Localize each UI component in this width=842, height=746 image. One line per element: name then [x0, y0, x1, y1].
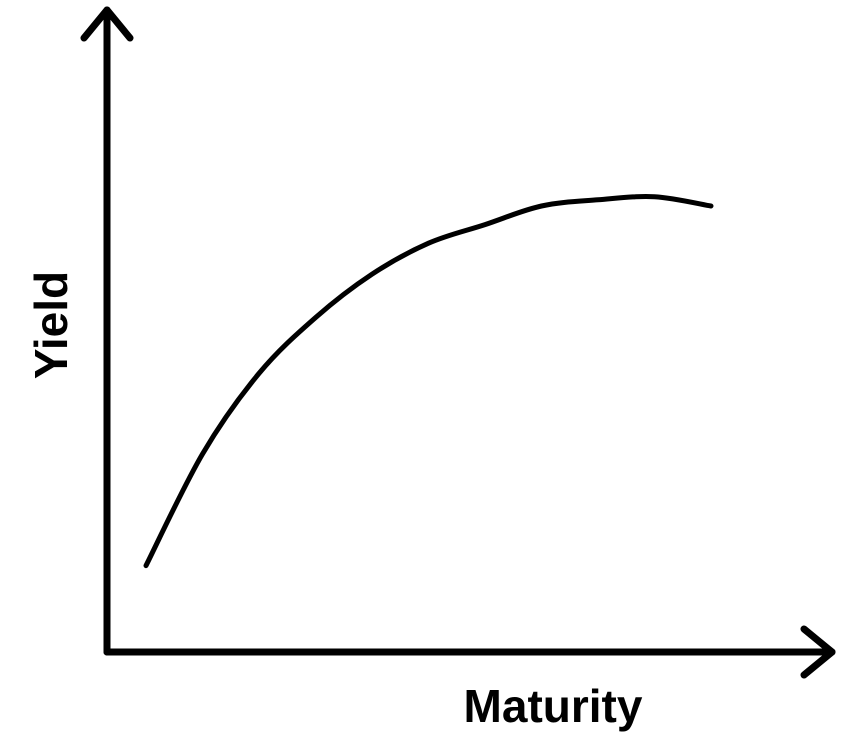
x-axis-arrow-icon	[800, 625, 836, 679]
axes	[80, 6, 836, 679]
series-layer	[143, 193, 714, 569]
series-line-0	[143, 193, 714, 569]
y-axis-label: Yield	[25, 271, 77, 379]
y-axis-arrow-icon	[80, 6, 134, 42]
x-axis-label: Maturity	[464, 680, 643, 732]
